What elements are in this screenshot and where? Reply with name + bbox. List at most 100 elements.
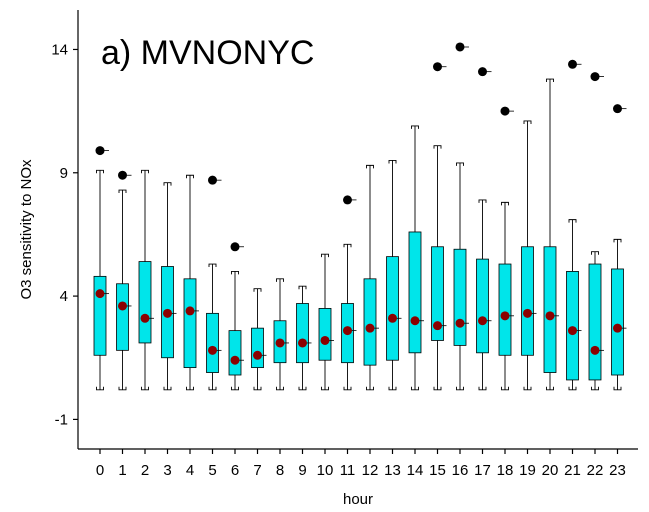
mean-marker [455, 318, 465, 328]
x-tick-label: 19 [519, 462, 536, 479]
x-tick-label: 23 [609, 462, 626, 479]
x-tick-label: 11 [340, 462, 356, 479]
box-hour-21 [566, 271, 579, 381]
lower-whisker-cap [276, 386, 284, 391]
x-tick-label: 16 [452, 462, 469, 479]
lower-whisker-cap [186, 386, 194, 391]
mean-marker [208, 345, 217, 355]
mean-marker [388, 313, 397, 323]
mean-marker [253, 350, 262, 360]
x-tick-label: 6 [231, 462, 239, 479]
outlier-marker [230, 242, 240, 252]
box-hour-13 [386, 256, 399, 361]
lower-whisker-cap [343, 386, 352, 391]
x-tick-label: 12 [362, 462, 379, 479]
lower-whisker-cap [433, 386, 442, 391]
box-hour-2 [138, 261, 152, 344]
upper-whisker-cap [253, 288, 262, 292]
y-tick-label: 4 [60, 288, 68, 305]
box-hour-12 [363, 278, 377, 366]
upper-whisker-cap [433, 145, 442, 149]
mean-marker [500, 311, 510, 321]
lower-whisker-cap [321, 386, 329, 391]
lower-whisker-cap [591, 386, 599, 391]
outlier-marker [208, 175, 217, 185]
box-hour-19 [521, 246, 534, 356]
x-tick-label: 7 [253, 462, 261, 479]
outlier-marker [95, 146, 105, 156]
x-tick-label: 14 [407, 462, 424, 479]
upper-whisker-cap [613, 238, 622, 243]
mean-marker [523, 308, 532, 318]
outlier-marker [590, 72, 600, 82]
mean-marker [568, 326, 577, 336]
box-hour-22 [588, 263, 602, 381]
x-tick-label: 3 [163, 462, 171, 479]
mean-marker [613, 323, 622, 333]
mean-marker [343, 326, 352, 336]
mean-marker [545, 311, 555, 321]
upper-whisker-cap [366, 164, 374, 169]
outlier-marker [455, 42, 465, 52]
upper-whisker-cap [523, 120, 532, 124]
upper-whisker-cap [456, 162, 464, 166]
outlier-marker [478, 67, 487, 77]
y-tick-label: 14 [51, 41, 68, 58]
upper-whisker-cap [388, 159, 397, 164]
mean-marker [230, 355, 240, 365]
lower-whisker-cap [118, 386, 127, 391]
upper-whisker-cap [118, 189, 127, 194]
mean-marker [478, 316, 487, 326]
upper-whisker-cap [546, 78, 554, 83]
outlier-marker [343, 195, 352, 205]
x-tick-label: 1 [118, 462, 126, 479]
lower-whisker-cap [613, 386, 622, 391]
lower-whisker-cap [141, 386, 149, 391]
y-tick-label: 9 [60, 165, 68, 182]
mean-marker [140, 313, 150, 323]
upper-whisker-cap [96, 169, 104, 174]
box-hour-9 [296, 303, 309, 364]
box-hour-5 [206, 312, 219, 373]
lower-whisker-cap [96, 386, 104, 391]
x-tick-label: 20 [542, 462, 559, 479]
upper-whisker-cap [411, 125, 419, 129]
mean-marker [320, 335, 330, 345]
lower-whisker-cap [523, 386, 532, 391]
box-hour-10 [318, 308, 332, 361]
mean-marker [275, 338, 285, 348]
mean-marker [95, 289, 105, 299]
upper-whisker-cap [276, 278, 284, 282]
outlier-marker [500, 106, 510, 116]
box-hour-23 [611, 268, 624, 376]
upper-whisker-cap [343, 243, 352, 248]
upper-whisker-cap [208, 263, 217, 268]
x-tick-label: 0 [96, 462, 104, 479]
box-hour-0 [93, 275, 107, 356]
upper-whisker-cap [141, 169, 149, 174]
x-tick-label: 8 [276, 462, 284, 479]
lower-whisker-cap [388, 386, 397, 391]
mean-marker [163, 308, 172, 318]
box-hour-16 [453, 248, 467, 346]
lower-whisker-cap [163, 386, 172, 391]
lower-whisker-cap [411, 386, 419, 391]
lower-whisker-cap [366, 386, 374, 391]
lower-whisker-cap [231, 386, 239, 391]
lower-whisker-cap [253, 386, 262, 391]
lower-whisker-cap [298, 386, 307, 391]
lower-whisker-cap [478, 386, 487, 391]
x-tick-label: 4 [186, 462, 194, 479]
mean-marker [410, 316, 420, 326]
outlier-marker [613, 104, 622, 114]
y-axis-label: O3 sensitivity to NOx [18, 159, 35, 300]
x-tick-label: 2 [141, 462, 149, 479]
upper-whisker-cap [298, 285, 307, 290]
upper-whisker-cap [163, 182, 172, 186]
upper-whisker-cap [478, 199, 487, 203]
upper-whisker-cap [321, 253, 329, 258]
x-tick-label: 17 [474, 462, 491, 479]
outlier-marker [568, 59, 577, 69]
upper-whisker-cap [501, 201, 509, 206]
